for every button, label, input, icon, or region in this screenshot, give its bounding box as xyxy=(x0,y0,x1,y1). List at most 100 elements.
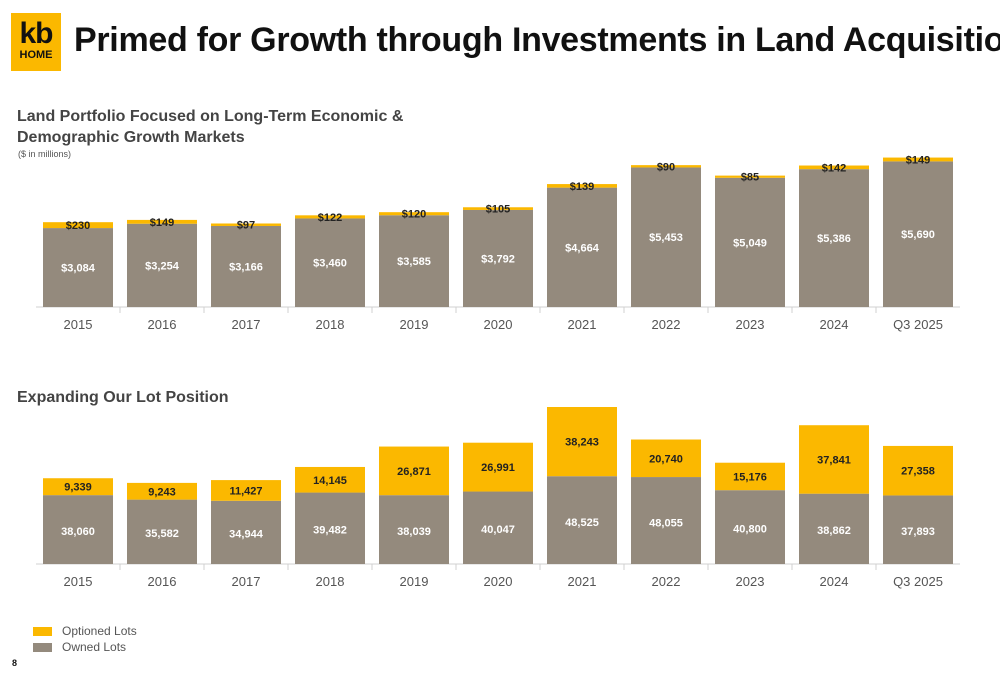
bar-optioned xyxy=(883,445,953,496)
data-label-owned: 38,862 xyxy=(817,525,851,537)
bar-owned xyxy=(127,499,197,564)
bar-owned xyxy=(463,209,533,307)
data-label-optioned: 15,176 xyxy=(733,471,767,483)
bar-optioned xyxy=(547,184,617,188)
logo-home: HOME xyxy=(19,49,53,61)
legend-item-owned: Owned Lots xyxy=(33,639,137,655)
bar-optioned xyxy=(379,446,449,496)
x-tick-label: 2018 xyxy=(316,317,345,332)
bar-optioned xyxy=(631,439,701,478)
data-label-optioned: $122 xyxy=(318,212,342,224)
bar-optioned xyxy=(799,165,869,170)
data-label-owned: 40,047 xyxy=(481,524,515,536)
bar-owned xyxy=(295,492,365,564)
data-label-optioned: $90 xyxy=(657,161,675,173)
bar-owned xyxy=(211,225,281,307)
data-label-optioned: 27,358 xyxy=(901,466,935,478)
bar-owned xyxy=(799,493,869,564)
data-label-optioned: 20,740 xyxy=(649,453,683,465)
bar-optioned xyxy=(547,407,617,477)
bar-owned xyxy=(715,490,785,564)
x-tick-label: 2015 xyxy=(64,317,93,332)
x-tick-label: 2020 xyxy=(484,317,513,332)
bar-owned xyxy=(43,228,113,307)
data-label-owned: 37,893 xyxy=(901,526,935,538)
data-label-owned: $5,049 xyxy=(733,237,767,249)
x-tick-label: 2023 xyxy=(736,317,765,332)
data-label-owned: 38,060 xyxy=(61,526,95,538)
x-tick-label: 2019 xyxy=(400,574,429,589)
bar-optioned xyxy=(631,165,701,168)
x-tick-label: 2021 xyxy=(568,574,597,589)
data-label-owned: $3,792 xyxy=(481,253,515,265)
land-portfolio-chart-subtitle: ($ in millions) xyxy=(18,149,72,159)
data-label-owned: 34,944 xyxy=(229,529,264,541)
data-label-optioned: $230 xyxy=(66,220,90,232)
logo-kb: kb xyxy=(19,17,53,50)
x-tick-label: Q3 2025 xyxy=(893,317,943,332)
x-tick-label: 2019 xyxy=(400,317,429,332)
x-tick-label: 2016 xyxy=(148,317,177,332)
x-tick-label: 2017 xyxy=(232,317,261,332)
bar-optioned xyxy=(43,222,113,229)
bar-optioned xyxy=(295,466,365,493)
bar-owned xyxy=(715,177,785,307)
x-tick-label: 2024 xyxy=(820,317,849,332)
data-label-optioned: 37,841 xyxy=(817,454,851,466)
x-tick-label: 2021 xyxy=(568,317,597,332)
bar-optioned xyxy=(463,442,533,492)
bar-owned xyxy=(547,187,617,307)
data-label-optioned: $120 xyxy=(402,209,426,221)
lot-position-chart-title: Expanding Our Lot Position xyxy=(17,389,229,406)
data-label-owned: $5,690 xyxy=(901,229,935,241)
legend-label-owned: Owned Lots xyxy=(62,640,127,654)
data-label-optioned: 9,243 xyxy=(148,486,176,498)
x-tick-label: 2022 xyxy=(652,574,681,589)
land-portfolio-chart: $3,084 $230 2015 $3,254 $149 2016 $3,166 $97 201… xyxy=(36,154,960,332)
data-label-owned: $3,166 xyxy=(229,261,263,273)
x-tick-label: 2020 xyxy=(484,574,513,589)
bar-optioned xyxy=(883,157,953,162)
bar-owned xyxy=(799,169,869,307)
data-label-optioned: $139 xyxy=(570,181,594,193)
bar-optioned xyxy=(715,175,785,178)
data-label-owned: $3,084 xyxy=(61,263,96,275)
bar-optioned xyxy=(211,223,281,226)
bar-owned xyxy=(379,215,449,307)
bar-owned xyxy=(631,477,701,564)
legend-swatch-optioned xyxy=(33,626,52,636)
data-label-owned: $5,453 xyxy=(649,232,683,244)
data-label-optioned: 9,339 xyxy=(64,482,92,494)
data-label-optioned: $105 xyxy=(486,204,510,216)
bar-optioned xyxy=(43,478,113,496)
bar-owned xyxy=(547,476,617,564)
x-tick-label: 2024 xyxy=(820,574,849,589)
data-label-owned: $3,460 xyxy=(313,258,347,270)
data-label-optioned: 11,427 xyxy=(229,485,262,497)
bar-optioned xyxy=(211,480,281,501)
legend: Optioned Lots Owned Lots xyxy=(33,623,137,655)
kb-home-logo: kb HOME xyxy=(11,13,61,71)
data-label-optioned: 14,145 xyxy=(313,475,347,487)
bar-owned xyxy=(43,495,113,564)
bar-owned xyxy=(463,491,533,564)
data-label-optioned: $142 xyxy=(822,162,846,174)
data-label-optioned: $149 xyxy=(906,154,930,166)
bar-owned xyxy=(295,218,365,307)
x-tick-label: 2023 xyxy=(736,574,765,589)
bar-optioned xyxy=(379,212,449,216)
x-tick-label: 2016 xyxy=(148,574,177,589)
legend-swatch-owned xyxy=(33,642,52,652)
x-tick-label: 2022 xyxy=(652,317,681,332)
data-label-owned: 39,482 xyxy=(313,525,347,537)
bar-owned xyxy=(883,495,953,564)
data-label-owned: $5,386 xyxy=(817,233,851,245)
x-tick-label: Q3 2025 xyxy=(893,574,943,589)
data-label-owned: 35,582 xyxy=(145,528,179,540)
bar-owned xyxy=(127,223,197,307)
page-number: 8 xyxy=(12,658,18,668)
x-tick-label: 2015 xyxy=(64,574,93,589)
lot-position-chart: 38,060 9,339 2015 35,582 9,243 2016 34,944 11,4… xyxy=(36,407,960,589)
data-label-optioned: $149 xyxy=(150,217,174,229)
land-portfolio-chart-title: Land Portfolio Focused on Long-Term Econ… xyxy=(17,108,404,146)
